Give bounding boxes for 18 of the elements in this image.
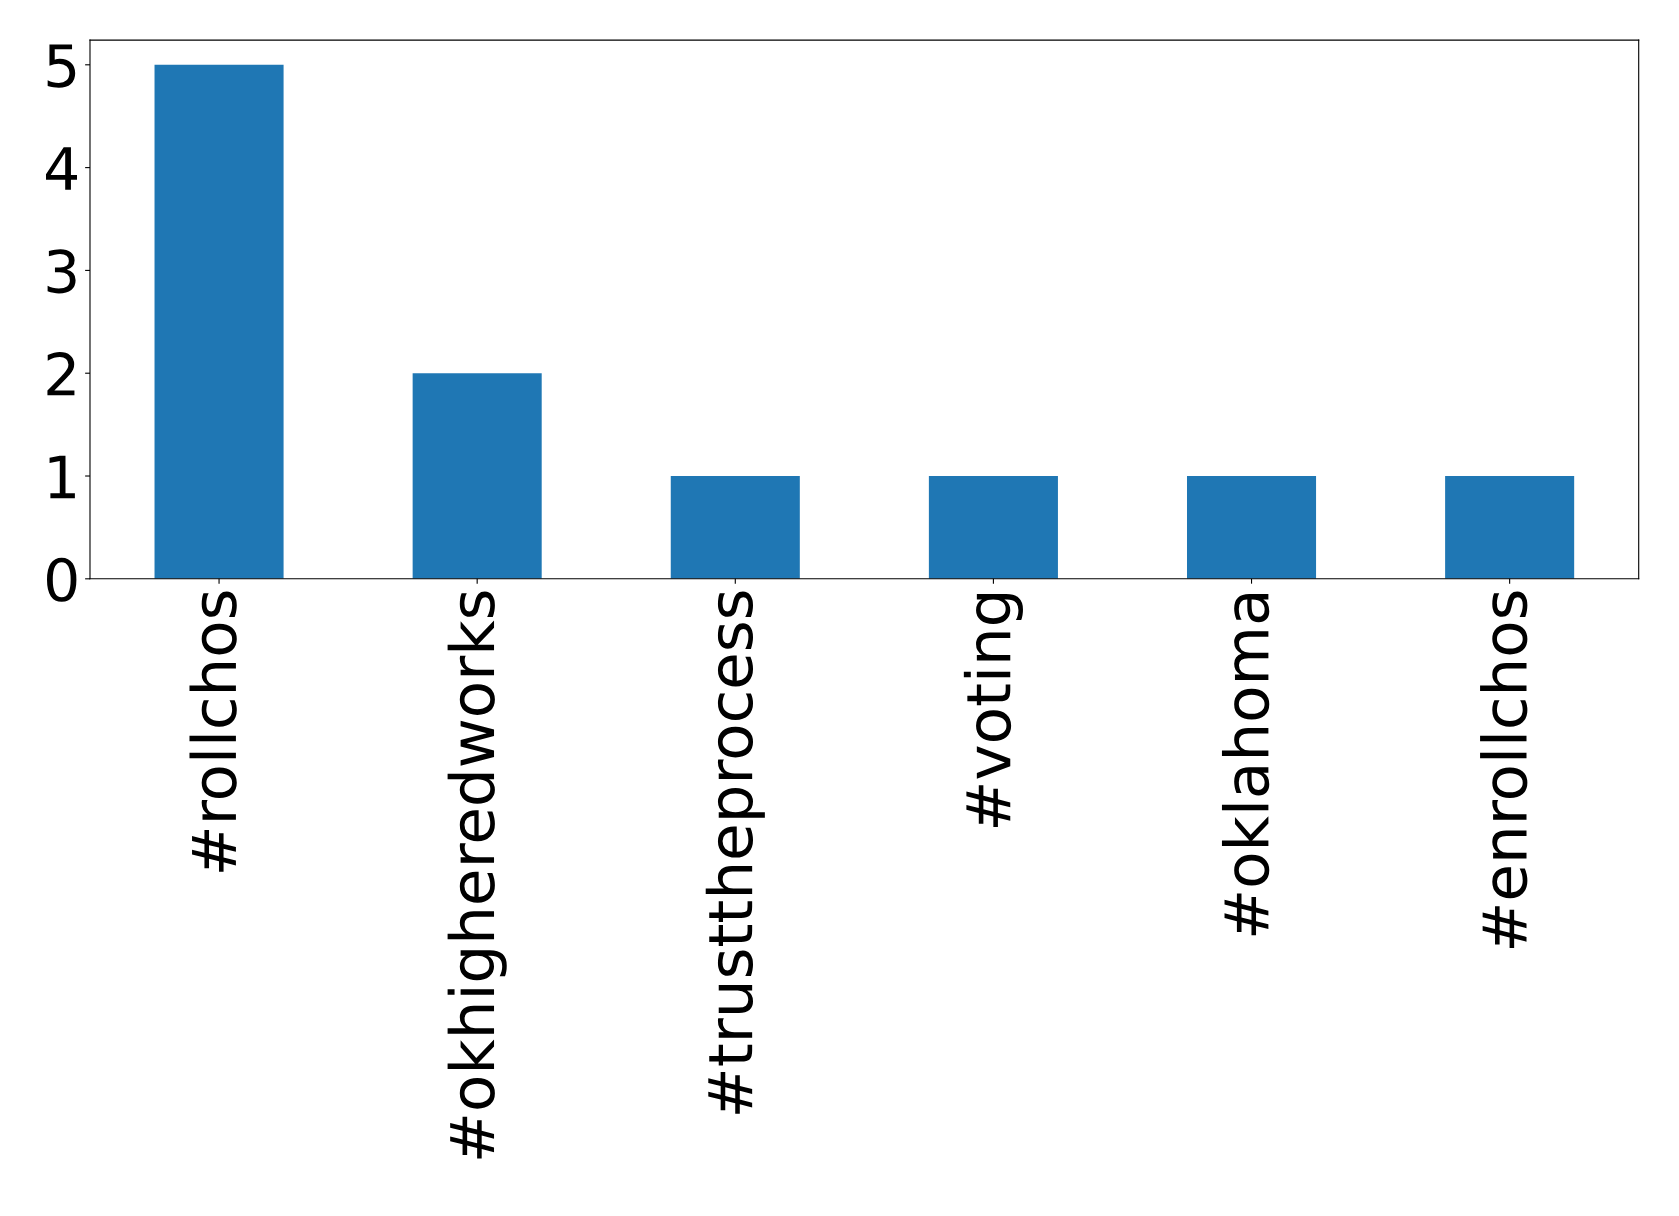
y-tick-label: 1 xyxy=(49,455,75,499)
y-tick-label: 0 xyxy=(47,557,77,602)
x-tick-label: #rollchos xyxy=(189,591,237,872)
bar xyxy=(1445,476,1575,579)
y-tick-label: 5 xyxy=(47,44,76,88)
bar xyxy=(412,373,542,579)
x-tick-label: #voting xyxy=(963,594,1023,828)
bar xyxy=(670,476,800,579)
x-tick-label: #okhigheredworks xyxy=(447,591,507,1159)
bar xyxy=(928,476,1058,579)
y-tick-label: 3 xyxy=(47,249,76,294)
x-tick-label: #trusttheprocess xyxy=(705,591,765,1114)
x-tick-label: #enrollchos xyxy=(1480,591,1528,949)
bar xyxy=(1187,476,1317,579)
x-tick-label: #oklahoma xyxy=(1221,594,1270,936)
bar xyxy=(154,64,284,579)
y-tick-label: 4 xyxy=(46,147,77,190)
y-tick-label: 2 xyxy=(47,352,75,396)
